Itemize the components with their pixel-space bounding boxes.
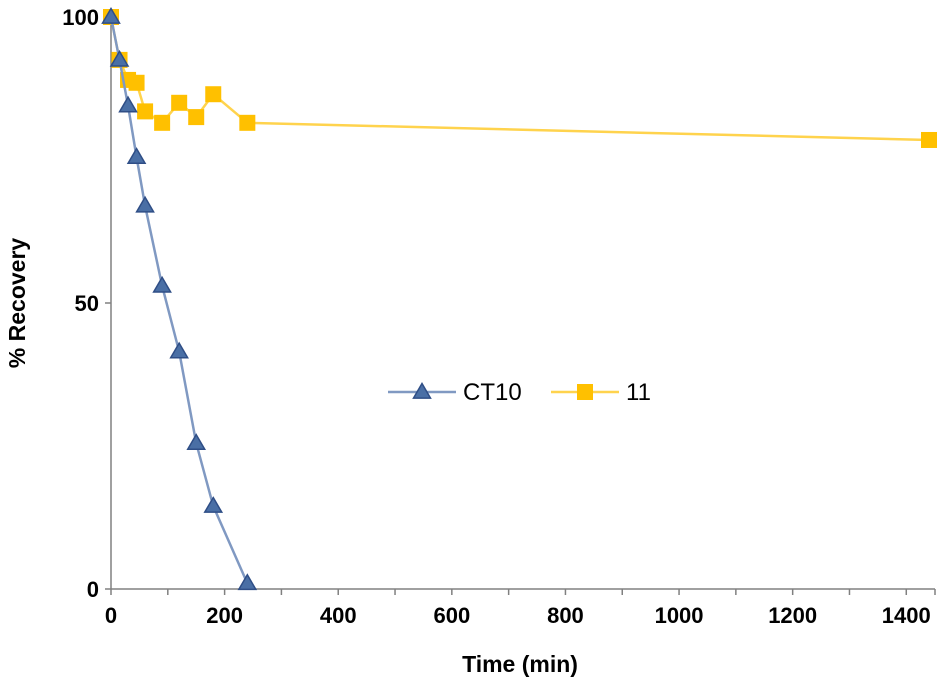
data-point <box>154 114 171 131</box>
data-point <box>205 86 222 103</box>
legend-item: CT10 <box>388 379 522 406</box>
data-point <box>118 95 138 113</box>
series-ct10 <box>101 7 258 591</box>
x-tick-label: 400 <box>320 603 357 628</box>
series-layer <box>101 7 937 591</box>
y-axis-title: % Recovery <box>4 238 30 369</box>
data-point <box>188 109 205 126</box>
series-line <box>109 16 930 142</box>
x-tick-label: 600 <box>433 603 470 628</box>
data-point <box>921 131 937 148</box>
x-tick-label: 1400 <box>882 603 931 628</box>
data-point <box>109 49 130 67</box>
data-point <box>186 433 207 451</box>
data-point <box>237 573 258 591</box>
x-tick-label: 200 <box>206 603 243 628</box>
x-tick-label: 1000 <box>655 603 704 628</box>
legend-label: CT10 <box>463 379 522 406</box>
data-point <box>135 195 155 213</box>
data-point <box>128 74 145 91</box>
y-tick-label: 50 <box>75 291 99 316</box>
x-tick-label: 1200 <box>768 603 817 628</box>
axis-labels: Time (min) % Recovery <box>4 238 578 677</box>
data-point <box>152 275 172 293</box>
data-point <box>101 7 121 24</box>
data-point <box>171 94 188 111</box>
series-11 <box>103 9 937 148</box>
series-line <box>109 16 249 584</box>
data-point <box>203 496 224 513</box>
x-tick-label: 0 <box>105 603 117 628</box>
data-point <box>137 103 154 120</box>
legend: CT10 11 <box>388 379 651 406</box>
legend-label: 11 <box>626 379 651 406</box>
data-point <box>239 114 256 131</box>
data-point <box>126 147 147 165</box>
x-axis-title: Time (min) <box>462 651 578 677</box>
data-point <box>169 341 189 359</box>
legend-marker <box>412 382 432 399</box>
y-tick-label: 100 <box>62 5 99 30</box>
y-tick-label: 0 <box>87 577 99 602</box>
legend-item: 11 <box>551 379 651 406</box>
x-tick-label: 800 <box>547 603 584 628</box>
legend-marker <box>577 384 593 400</box>
